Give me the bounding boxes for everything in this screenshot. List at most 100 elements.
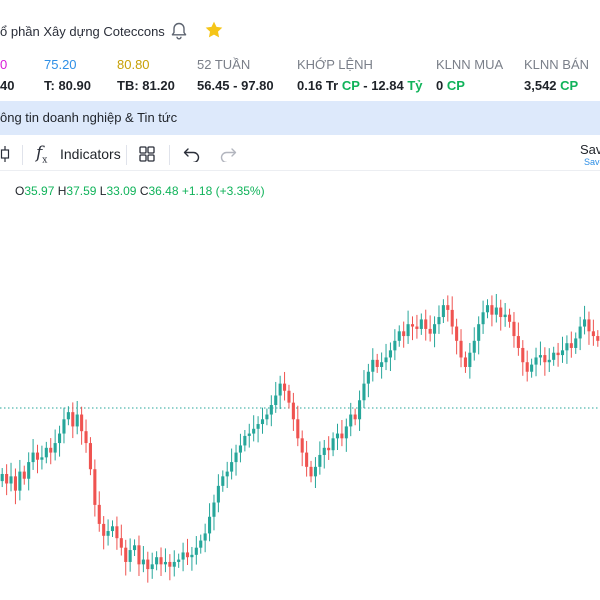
candle-body [358, 400, 362, 420]
candle [159, 547, 163, 576]
candle-body [199, 540, 203, 548]
save-button[interactable]: Sav [580, 142, 600, 157]
indicators-fx-icon[interactable]: fx [36, 143, 48, 166]
candle [366, 363, 370, 398]
candle-body [331, 438, 335, 451]
candle [569, 331, 573, 358]
candle [450, 296, 454, 335]
candle [380, 352, 384, 379]
price-chart[interactable] [0, 172, 600, 600]
candle-body [93, 469, 97, 505]
stat-floor-value: T: 80.90 [44, 78, 91, 93]
tab-company-info-news[interactable]: ông tin doanh nghiệp & Tin tức [0, 110, 178, 125]
layout-grid-icon[interactable] [139, 146, 155, 162]
candle-body [230, 462, 234, 472]
toolbar-divider [22, 145, 23, 165]
stat-foreign-buy: KLNN MUA 0 CP [436, 57, 503, 94]
candle [481, 300, 485, 334]
candle [75, 400, 79, 435]
candle [397, 325, 401, 347]
candle-body [309, 466, 313, 477]
candle-body [9, 476, 13, 484]
candle-body [194, 547, 198, 555]
candle [128, 538, 132, 572]
candle [344, 418, 348, 452]
candle-body [88, 443, 92, 470]
stat-52-week: 52 TUẦN 56.45 - 97.80 [197, 57, 274, 94]
candle [437, 305, 441, 334]
candle [247, 423, 251, 448]
candle-body [71, 412, 75, 427]
candle [472, 327, 476, 361]
candle-body [472, 340, 476, 353]
candle [428, 315, 432, 342]
candle-body [547, 359, 551, 363]
candle [190, 546, 194, 571]
candle [287, 384, 291, 409]
stat-ceiling-value: 40 [0, 78, 15, 93]
candle-body [208, 516, 212, 534]
candle-body [212, 502, 216, 517]
candle [463, 351, 467, 373]
candle-body [44, 447, 48, 458]
candle-body [225, 471, 229, 477]
stat-foreign-buy-value: 0 CP [436, 78, 465, 93]
ohlc-close-label: C [139, 184, 149, 198]
candle-style-icon[interactable] [0, 146, 10, 162]
candle [353, 408, 357, 426]
indicators-button[interactable]: Indicators [60, 146, 121, 162]
candle-body [446, 305, 450, 310]
ohlc-legend: O35.97 H37.59 L33.09 C36.48 +1.18 (+3.35… [15, 184, 265, 198]
candle-body [260, 419, 265, 425]
candle-body [155, 557, 159, 565]
candle [560, 336, 565, 363]
candle [93, 459, 97, 517]
candle-body [503, 314, 507, 318]
candle [35, 444, 40, 474]
candle-body [181, 552, 185, 560]
redo-icon[interactable] [219, 146, 237, 162]
candle [393, 329, 397, 361]
candle-body [300, 438, 304, 453]
candle [27, 452, 31, 491]
candle-body [62, 419, 66, 434]
candle-body [106, 531, 110, 536]
candle-body [124, 547, 128, 562]
candle [243, 429, 247, 452]
candle-body [534, 357, 538, 365]
candle-body [459, 340, 463, 358]
candle-body [406, 324, 410, 337]
bell-icon[interactable] [169, 21, 189, 41]
star-icon[interactable] [204, 20, 224, 40]
candle [296, 405, 300, 447]
candle-body [137, 545, 141, 565]
candle-body [168, 561, 172, 567]
candle-body [66, 412, 70, 420]
candle [300, 430, 304, 467]
candle [137, 535, 141, 576]
candle-body [49, 447, 53, 453]
save-status: Save [584, 157, 600, 167]
candle [163, 548, 167, 573]
candle-body [402, 331, 406, 337]
candle [225, 461, 229, 489]
candle-body [35, 452, 40, 460]
candle [494, 293, 498, 323]
candle [141, 546, 145, 573]
candle [203, 523, 207, 553]
candle-body [556, 352, 560, 356]
candle [234, 444, 238, 476]
candle-body [433, 324, 437, 334]
candle-body [53, 443, 57, 453]
candle [133, 539, 137, 557]
candle [322, 439, 326, 469]
candle-body [283, 383, 287, 391]
candle [0, 468, 4, 488]
candle-body [477, 324, 481, 341]
undo-icon[interactable] [183, 146, 201, 162]
candle [305, 440, 309, 477]
candle [521, 340, 525, 376]
candle [587, 311, 591, 345]
candle [44, 441, 48, 464]
candle [433, 316, 437, 348]
